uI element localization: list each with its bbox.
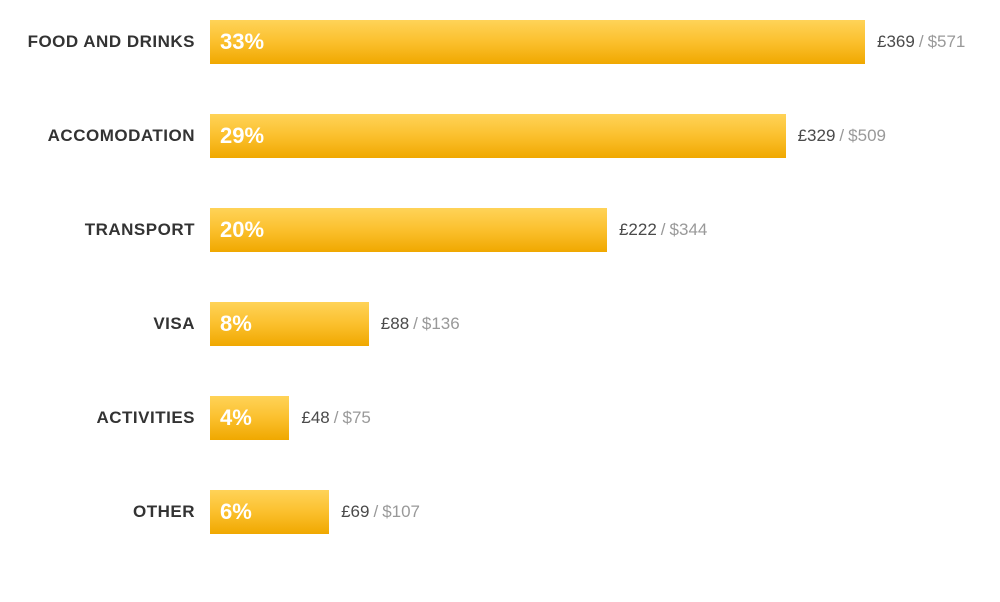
gbp-value: £69 [341,502,369,521]
percent-sign: % [232,311,252,337]
value-separator: / [839,126,844,145]
bar-wrapper: 4% £48 /$75 [210,396,980,440]
bar-wrapper: 20% £222/$344 [210,208,980,252]
gbp-value: £88 [381,314,409,333]
bar-values: £88/$136 [381,314,460,334]
bar: 29% [210,114,786,158]
value-separator: / [413,314,418,333]
percent-sign: % [232,405,252,431]
usd-value: $509 [848,126,886,145]
percent-sign: % [244,29,264,55]
percent-sign: % [244,217,264,243]
bar-wrapper: 29% £329/$509 [210,114,980,158]
expense-chart: FOOD AND DRINKS33%£369/$571ACCOMODATION2… [20,20,980,534]
percent-label: 33 [220,29,244,55]
percent-label: 4 [220,405,232,431]
gbp-value: £369 [877,32,915,51]
bar-row: ACCOMODATION29%£329/$509 [20,114,980,158]
percent-sign: % [232,499,252,525]
bar-row: FOOD AND DRINKS33%£369/$571 [20,20,980,64]
category-label: FOOD AND DRINKS [20,32,210,52]
category-label: OTHER [20,502,210,522]
bar-values: £222/$344 [619,220,707,240]
bar-values: £369/$571 [877,32,965,52]
value-separator: / [334,408,339,427]
category-label: ACCOMODATION [20,126,210,146]
category-label: VISA [20,314,210,334]
bar-values: £329/$509 [798,126,886,146]
usd-value: $344 [670,220,708,239]
bar-values: £69/$107 [341,502,420,522]
bar-wrapper: 33% £369/$571 [210,20,980,64]
usd-value: $136 [422,314,460,333]
percent-sign: % [244,123,264,149]
percent-label: 20 [220,217,244,243]
usd-value: $571 [928,32,966,51]
bar-row: ACTIVITIES4%£48/$75 [20,396,980,440]
usd-value: $75 [343,408,371,427]
bar-wrapper: 6% £69/$107 [210,490,980,534]
bar: 4% [210,396,289,440]
percent-label: 29 [220,123,244,149]
value-separator: / [661,220,666,239]
bar-wrapper: 8% £88/$136 [210,302,980,346]
value-separator: / [373,502,378,521]
gbp-value: £329 [798,126,836,145]
bar: 33% [210,20,865,64]
bar: 20% [210,208,607,252]
bar: 6% [210,490,329,534]
bar-row: OTHER6%£69/$107 [20,490,980,534]
percent-label: 6 [220,499,232,525]
usd-value: $107 [382,502,420,521]
bar-values: £48 /$75 [301,408,370,428]
percent-label: 8 [220,311,232,337]
value-separator: / [919,32,924,51]
gbp-value: £48 [301,408,329,427]
bar: 8% [210,302,369,346]
bar-row: VISA8%£88/$136 [20,302,980,346]
gbp-value: £222 [619,220,657,239]
category-label: TRANSPORT [20,220,210,240]
bar-row: TRANSPORT20%£222/$344 [20,208,980,252]
category-label: ACTIVITIES [20,408,210,428]
